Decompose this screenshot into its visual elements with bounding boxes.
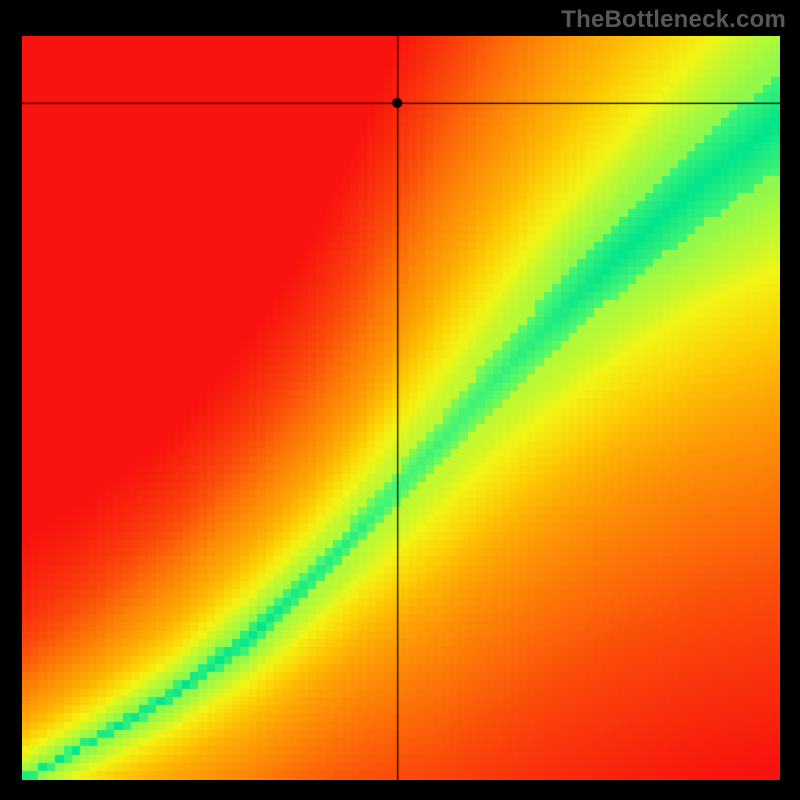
chart-container: TheBottleneck.com xyxy=(0,0,800,800)
heatmap-canvas xyxy=(22,36,780,780)
watermark-label: TheBottleneck.com xyxy=(561,6,786,34)
